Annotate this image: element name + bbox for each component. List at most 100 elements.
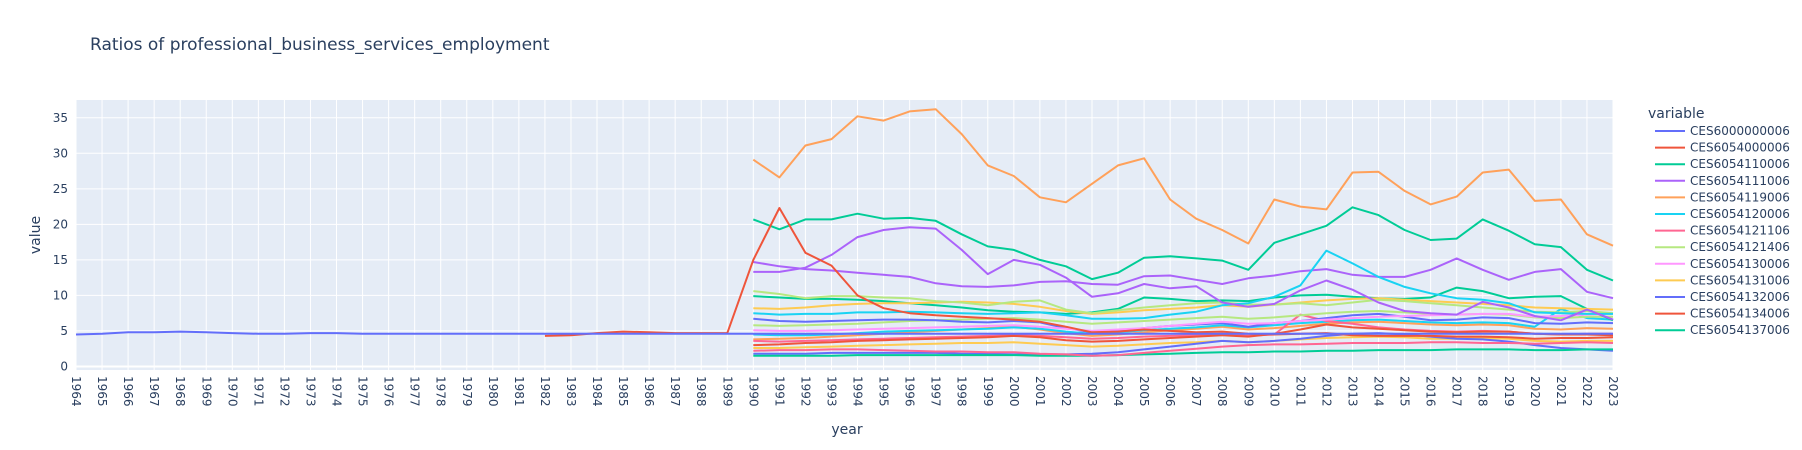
- legend-label: CES6054000006: [1690, 141, 1790, 155]
- legend-item-ces6054137006[interactable]: CES6054137006: [1655, 323, 1790, 337]
- legend-item-ces6054111006[interactable]: CES6054111006: [1655, 174, 1790, 188]
- x-tick-label: 1995: [877, 376, 891, 407]
- x-tick-label: 2015: [1398, 376, 1412, 407]
- x-tick-label: 1972: [277, 376, 291, 407]
- series-line-ces6054110006: [752, 206, 1614, 282]
- legend-item-ces6054121106[interactable]: CES6054121106: [1655, 224, 1790, 238]
- legend-item-ces6054131006[interactable]: CES6054131006: [1655, 273, 1790, 287]
- x-tick-label: 2017: [1450, 376, 1464, 407]
- x-tick-label: 2022: [1580, 376, 1594, 407]
- x-tick-label: 1978: [434, 376, 448, 407]
- x-tick-label: 2019: [1502, 376, 1516, 407]
- y-tick-label: 35: [53, 111, 68, 125]
- x-tick-label: 1975: [356, 376, 370, 407]
- x-tick-label: 2013: [1346, 376, 1360, 407]
- y-tick-label: 10: [53, 288, 68, 302]
- legend-label: CES6054130006: [1690, 257, 1790, 271]
- y-axis-title: value: [28, 216, 44, 254]
- legend-title: variable: [1648, 106, 1704, 122]
- x-tick-label: 1973: [304, 376, 318, 407]
- x-tick-label: 2014: [1372, 376, 1386, 407]
- legend-label: CES6054134006: [1690, 307, 1790, 321]
- series-line-ces6054137006: [753, 286, 1614, 322]
- legend-label: CES6054121406: [1690, 240, 1790, 254]
- legend-label: CES6054132006: [1690, 290, 1790, 304]
- series-line-ces6054130006: [753, 312, 1614, 332]
- x-tick-label: 2012: [1319, 376, 1333, 407]
- x-tick-label: 1979: [460, 376, 474, 407]
- legend-item-ces6054132006[interactable]: CES6054132006: [1655, 290, 1790, 304]
- series-lines: [75, 108, 1614, 357]
- x-tick-label: 2021: [1554, 376, 1568, 407]
- legend-item-ces6054120006[interactable]: CES6054120006: [1655, 207, 1790, 221]
- x-tick-label: 1988: [694, 376, 708, 407]
- x-tick-label: 2003: [1085, 376, 1099, 407]
- x-tick-label: 1976: [382, 376, 396, 407]
- x-tick-label: 1977: [408, 376, 422, 407]
- legend-item-ces6054121406[interactable]: CES6054121406: [1655, 240, 1790, 254]
- y-tick-label: 30: [53, 146, 68, 160]
- legend-label: CES6054121106: [1690, 224, 1790, 238]
- series-line: [753, 257, 1614, 300]
- x-tick-label: 1996: [903, 376, 917, 407]
- x-tick-label: 1998: [955, 376, 969, 407]
- x-tick-label: 2010: [1267, 376, 1281, 407]
- series-line-ces6054119006: [752, 108, 1614, 247]
- x-tick-label: 1986: [642, 376, 656, 407]
- x-tick-label: 1981: [512, 376, 526, 407]
- x-tick-label: 1968: [173, 376, 187, 407]
- x-tick-label: 2006: [1163, 376, 1177, 407]
- x-tick-label: 2004: [1111, 376, 1125, 407]
- legend-item-ces6000000006[interactable]: CES6000000006: [1655, 124, 1790, 138]
- series-line-ces6054131006: [753, 297, 1614, 315]
- x-tick-label: 2020: [1528, 376, 1542, 407]
- series-line-ces6000000006: [75, 330, 1613, 336]
- x-tick-label: 1964: [69, 376, 83, 407]
- series-line-ces6054120006: [753, 249, 1613, 320]
- x-tick-label: 1967: [147, 376, 161, 407]
- x-tick-label: 1970: [225, 376, 239, 407]
- x-tick-label: 1966: [121, 376, 135, 407]
- x-tick-label: 1965: [95, 376, 109, 407]
- x-tick-label: 1992: [798, 376, 812, 407]
- legend-item-ces6054000006[interactable]: CES6054000006: [1655, 141, 1790, 155]
- y-axis: 0 5 10 15 20 25 30 35: [53, 111, 68, 374]
- series-line-ces6054111006: [753, 226, 1614, 322]
- y-tick-label: 0: [60, 359, 68, 373]
- legend-item-ces6054134006[interactable]: CES6054134006: [1655, 307, 1790, 321]
- x-axis-title: year: [831, 422, 862, 438]
- x-tick-label: 2005: [1137, 376, 1151, 407]
- x-tick-label: 1991: [772, 376, 786, 407]
- series-line: [753, 348, 1613, 357]
- series-line-ces6054134006: [753, 323, 1614, 347]
- x-tick-label: 1987: [668, 376, 682, 407]
- x-tick-label: 1990: [746, 376, 760, 407]
- x-tick-label: 1984: [590, 376, 604, 407]
- gridlines: [75, 100, 1614, 370]
- x-tick-label: 2008: [1215, 376, 1229, 407]
- series-line: [753, 332, 1614, 356]
- legend-item-ces6054110006[interactable]: CES6054110006: [1655, 157, 1790, 171]
- legend-label: CES6054110006: [1690, 157, 1790, 171]
- x-tick-label: 1985: [616, 376, 630, 407]
- x-tick-label: 2001: [1033, 376, 1047, 407]
- legend-label: CES6054120006: [1690, 207, 1790, 221]
- chart-title: Ratios of professional_business_services…: [90, 35, 550, 55]
- y-tick-label: 5: [60, 324, 68, 338]
- legend-item-ces6054130006[interactable]: CES6054130006: [1655, 257, 1790, 271]
- x-tick-label: 2016: [1424, 376, 1438, 407]
- legend-label: CES6054111006: [1690, 174, 1790, 188]
- y-tick-label: 15: [53, 253, 68, 267]
- x-tick-label: 2023: [1606, 376, 1620, 407]
- x-tick-label: 1980: [486, 376, 500, 407]
- x-tick-label: 1983: [564, 376, 578, 407]
- series-line-ces6054121106: [753, 341, 1614, 357]
- x-tick-label: 2000: [1007, 376, 1021, 407]
- legend-label: CES6054137006: [1690, 323, 1790, 337]
- x-axis: 1964 1965 1966 1967 1968 1969 1970 1971 1972 1973…: [69, 376, 1620, 407]
- legend-item-ces6054119006[interactable]: CES6054119006: [1655, 190, 1790, 204]
- x-tick-label: 2018: [1476, 376, 1490, 407]
- x-tick-label: 1982: [538, 376, 552, 407]
